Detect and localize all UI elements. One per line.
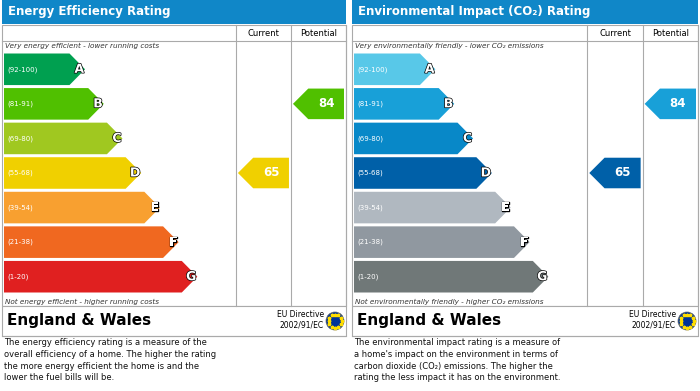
Text: (81-91): (81-91) [357, 100, 383, 107]
Text: England & Wales: England & Wales [357, 314, 501, 328]
Polygon shape [645, 89, 696, 119]
Text: England & Wales: England & Wales [7, 314, 151, 328]
Bar [2, 306, 346, 336]
Text: D: D [130, 167, 140, 179]
Text: (92-100): (92-100) [357, 66, 387, 73]
Text: 84: 84 [670, 97, 686, 110]
Polygon shape [4, 261, 197, 292]
Text: (81-91): (81-91) [7, 100, 33, 107]
Text: Current: Current [599, 29, 631, 38]
Text: A: A [425, 63, 435, 76]
Bar [352, 306, 698, 336]
Polygon shape [4, 226, 178, 258]
Polygon shape [238, 158, 289, 188]
Text: Potential: Potential [652, 29, 689, 38]
Text: 84: 84 [318, 97, 335, 110]
Polygon shape [354, 157, 492, 189]
Text: The energy efficiency rating is a measure of the
overall efficiency of a home. T: The energy efficiency rating is a measur… [4, 338, 216, 382]
Polygon shape [4, 192, 160, 223]
Text: The environmental impact rating is a measure of
a home's impact on the environme: The environmental impact rating is a mea… [354, 338, 561, 382]
Circle shape [678, 312, 696, 330]
Text: Not energy efficient - higher running costs: Not energy efficient - higher running co… [5, 299, 159, 305]
Bar [2, 25, 346, 306]
Text: E: E [501, 201, 510, 214]
Text: (1-20): (1-20) [357, 273, 379, 280]
Polygon shape [354, 261, 548, 292]
Polygon shape [354, 123, 473, 154]
Text: D: D [481, 167, 491, 179]
Text: (39-54): (39-54) [357, 204, 383, 211]
Polygon shape [354, 88, 454, 120]
Polygon shape [293, 89, 344, 119]
Text: G: G [537, 270, 547, 283]
Text: A: A [74, 63, 84, 76]
Bar [352, 0, 698, 24]
Text: B: B [93, 97, 103, 110]
Text: 65: 65 [615, 167, 631, 179]
Bar [2, 0, 346, 24]
Text: (55-68): (55-68) [7, 170, 33, 176]
Text: (92-100): (92-100) [7, 66, 37, 73]
Text: Energy Efficiency Rating: Energy Efficiency Rating [8, 5, 171, 18]
Text: Very energy efficient - lower running costs: Very energy efficient - lower running co… [5, 43, 159, 49]
Polygon shape [4, 123, 122, 154]
Text: E: E [150, 201, 159, 214]
Text: Very environmentally friendly - lower CO₂ emissions: Very environmentally friendly - lower CO… [355, 43, 544, 49]
Text: (55-68): (55-68) [357, 170, 383, 176]
Polygon shape [589, 158, 640, 188]
Text: Environmental Impact (CO₂) Rating: Environmental Impact (CO₂) Rating [358, 5, 590, 18]
Text: Potential: Potential [300, 29, 337, 38]
Bar [352, 25, 698, 306]
Text: (21-38): (21-38) [7, 239, 33, 246]
Text: (21-38): (21-38) [357, 239, 383, 246]
Text: (1-20): (1-20) [7, 273, 29, 280]
Text: F: F [520, 236, 528, 249]
Polygon shape [354, 226, 529, 258]
Text: EU Directive
2002/91/EC: EU Directive 2002/91/EC [277, 310, 324, 330]
Text: (69-80): (69-80) [7, 135, 33, 142]
Polygon shape [4, 54, 85, 85]
Text: Not environmentally friendly - higher CO₂ emissions: Not environmentally friendly - higher CO… [355, 299, 543, 305]
Text: (69-80): (69-80) [357, 135, 383, 142]
Polygon shape [354, 192, 511, 223]
Text: (39-54): (39-54) [7, 204, 33, 211]
Text: B: B [444, 97, 454, 110]
Polygon shape [354, 54, 435, 85]
Text: 65: 65 [262, 167, 279, 179]
Polygon shape [4, 88, 104, 120]
Text: F: F [169, 236, 178, 249]
Circle shape [326, 312, 344, 330]
Text: Current: Current [248, 29, 279, 38]
Text: EU Directive
2002/91/EC: EU Directive 2002/91/EC [629, 310, 676, 330]
Text: C: C [113, 132, 122, 145]
Text: G: G [186, 270, 196, 283]
Text: C: C [463, 132, 472, 145]
Polygon shape [4, 157, 141, 189]
